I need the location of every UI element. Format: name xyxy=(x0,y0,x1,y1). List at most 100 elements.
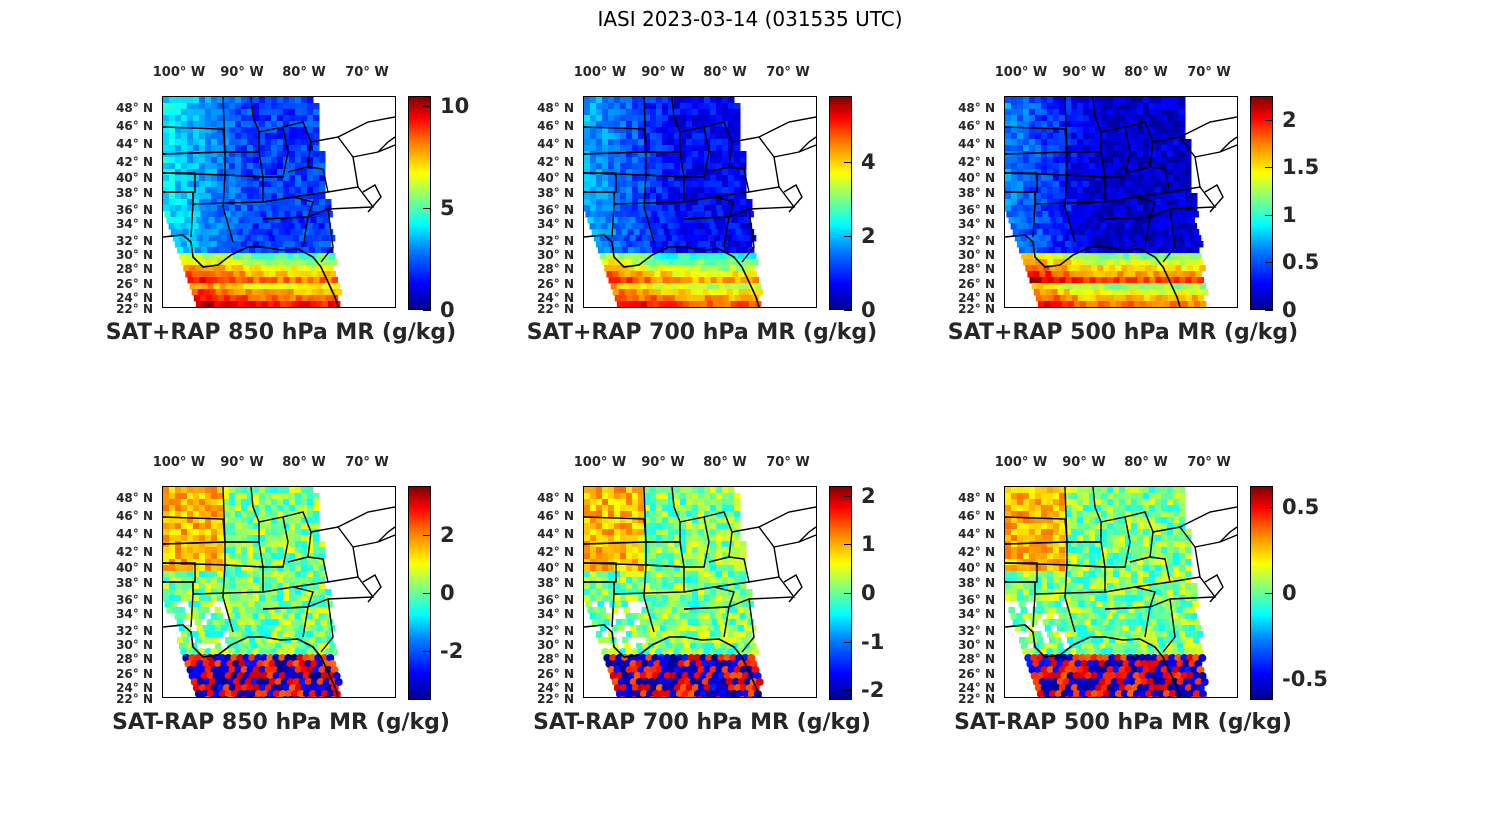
data-cell xyxy=(1188,235,1196,242)
data-cell xyxy=(241,295,249,302)
data-cell xyxy=(281,289,289,296)
latitude-label: 32° N xyxy=(537,624,574,638)
data-cell xyxy=(313,577,320,584)
data-cell xyxy=(248,672,257,680)
data-cell xyxy=(163,493,170,500)
data-cell xyxy=(681,654,690,662)
data-cell xyxy=(1095,133,1102,140)
boundary-line xyxy=(708,166,750,198)
data-cell xyxy=(644,187,651,194)
data-cell xyxy=(241,181,248,188)
data-cell xyxy=(1191,193,1198,200)
data-cell xyxy=(292,235,300,242)
data-cell xyxy=(740,181,747,188)
data-cell xyxy=(668,577,675,584)
data-cell xyxy=(1089,163,1096,170)
data-cell xyxy=(288,684,297,692)
boundary-line xyxy=(758,116,816,138)
data-cell xyxy=(316,607,323,614)
data-cell xyxy=(604,247,611,254)
data-cell xyxy=(1109,247,1116,254)
data-cell xyxy=(1173,199,1180,206)
data-cell xyxy=(313,565,320,572)
data-cell xyxy=(1125,175,1132,182)
data-cell xyxy=(650,127,657,134)
data-cell xyxy=(596,133,603,140)
data-cell xyxy=(621,690,630,697)
data-cell xyxy=(740,541,747,548)
data-cell xyxy=(620,541,627,548)
data-cell xyxy=(623,678,632,686)
data-cell xyxy=(655,648,664,656)
data-cell xyxy=(1113,199,1120,206)
data-cell xyxy=(1173,103,1180,110)
data-cell xyxy=(266,619,274,626)
data-cell xyxy=(590,187,597,194)
map-plot-area xyxy=(583,96,817,308)
data-cell xyxy=(1154,223,1162,230)
data-cell xyxy=(715,223,723,230)
data-cell xyxy=(680,571,687,578)
data-cell xyxy=(662,133,669,140)
data-cell xyxy=(734,571,741,578)
data-cell xyxy=(206,619,214,626)
data-cell xyxy=(193,175,200,182)
data-cell xyxy=(734,517,741,524)
data-cell xyxy=(613,666,622,674)
data-cell xyxy=(271,187,278,194)
data-cell xyxy=(1151,247,1158,254)
data-cell xyxy=(614,559,621,566)
data-cell xyxy=(752,259,759,266)
data-cell xyxy=(194,229,202,236)
data-cell xyxy=(163,523,170,530)
data-cell xyxy=(205,565,212,572)
data-cell xyxy=(661,613,669,620)
data-cell xyxy=(1161,259,1168,266)
data-cell xyxy=(179,643,186,650)
data-cell xyxy=(217,553,224,560)
data-cell xyxy=(199,565,206,572)
data-cell xyxy=(246,241,254,248)
data-cell xyxy=(722,559,729,566)
data-cell xyxy=(199,133,206,140)
data-cell xyxy=(230,690,239,697)
data-cell xyxy=(692,133,699,140)
data-cell xyxy=(680,97,687,104)
data-cell xyxy=(1035,277,1042,284)
data-cell xyxy=(740,259,747,266)
data-cell xyxy=(710,529,717,536)
data-cell xyxy=(253,133,260,140)
latitude-label: 40° N xyxy=(537,171,574,185)
data-cell xyxy=(289,97,296,104)
data-cell xyxy=(1035,193,1042,200)
data-cell xyxy=(731,660,740,668)
colorbar-tick-mark xyxy=(423,535,431,537)
data-cell xyxy=(701,235,709,242)
data-cell xyxy=(247,109,254,116)
data-cell xyxy=(229,277,236,284)
data-cell xyxy=(1047,169,1054,176)
data-cell xyxy=(722,517,729,524)
data-cell xyxy=(668,103,675,110)
data-cell xyxy=(266,690,275,697)
data-cell xyxy=(175,199,182,206)
data-cell xyxy=(1149,163,1156,170)
data-cell xyxy=(614,139,621,146)
data-cell xyxy=(181,541,188,548)
data-cell xyxy=(1155,193,1162,200)
data-cell xyxy=(624,643,631,650)
data-cell xyxy=(747,211,754,218)
data-cell xyxy=(301,115,308,122)
data-cell xyxy=(1155,175,1162,182)
data-cell xyxy=(1065,121,1072,128)
data-cell xyxy=(211,139,218,146)
data-cell xyxy=(716,277,723,284)
data-cell xyxy=(319,157,326,164)
data-cell xyxy=(1081,289,1089,296)
latitude-label: 46° N xyxy=(958,119,995,133)
data-cell xyxy=(1095,127,1102,134)
data-cell xyxy=(626,133,633,140)
data-cell xyxy=(1155,133,1162,140)
data-cell xyxy=(1012,211,1019,218)
data-cell xyxy=(229,577,236,584)
